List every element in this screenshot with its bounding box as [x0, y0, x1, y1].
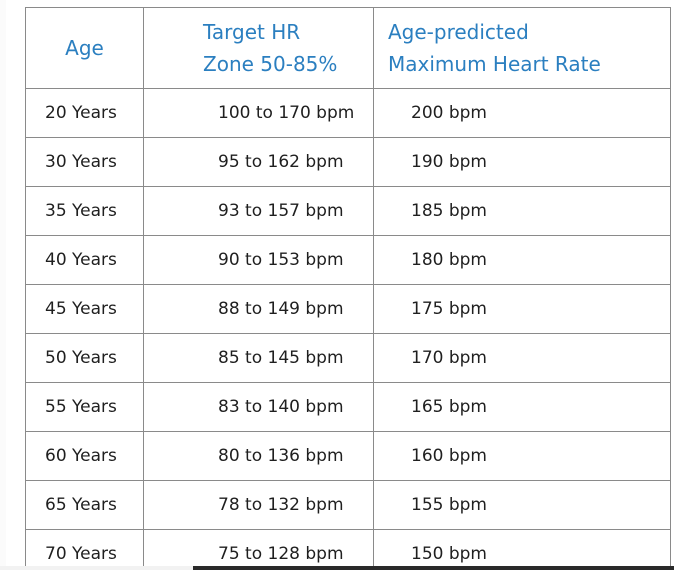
- header-max-heart-rate: Age-predicted Maximum Heart Rate: [373, 7, 671, 89]
- table-row: 40 Years 90 to 153 bpm 180 bpm: [25, 235, 671, 285]
- page-edge: [0, 0, 6, 570]
- cell-target-zone: 75 to 128 bpm: [143, 529, 374, 570]
- table-header-row: Age Target HR Zone 50-85% Age-predicted …: [25, 7, 671, 89]
- table-row: 55 Years 83 to 140 bpm 165 bpm: [25, 382, 671, 432]
- heart-rate-table: Age Target HR Zone 50-85% Age-predicted …: [25, 7, 671, 570]
- cell-age: 65 Years: [25, 480, 144, 530]
- cell-age: 40 Years: [25, 235, 144, 285]
- cell-max-rate: 175 bpm: [373, 284, 671, 334]
- cell-age: 50 Years: [25, 333, 144, 383]
- cell-target-zone: 88 to 149 bpm: [143, 284, 374, 334]
- cell-max-rate: 165 bpm: [373, 382, 671, 432]
- cell-target-zone: 100 to 170 bpm: [143, 88, 374, 138]
- table-row: 35 Years 93 to 157 bpm 185 bpm: [25, 186, 671, 236]
- table-row: 65 Years 78 to 132 bpm 155 bpm: [25, 480, 671, 530]
- table-row: 50 Years 85 to 145 bpm 170 bpm: [25, 333, 671, 383]
- cell-max-rate: 170 bpm: [373, 333, 671, 383]
- cell-target-zone: 90 to 153 bpm: [143, 235, 374, 285]
- cell-target-zone: 83 to 140 bpm: [143, 382, 374, 432]
- cell-max-rate: 185 bpm: [373, 186, 671, 236]
- header-max-line1: Age-predicted: [388, 20, 529, 44]
- cell-target-zone: 93 to 157 bpm: [143, 186, 374, 236]
- cell-target-zone: 85 to 145 bpm: [143, 333, 374, 383]
- cell-max-rate: 160 bpm: [373, 431, 671, 481]
- table-row: 45 Years 88 to 149 bpm 175 bpm: [25, 284, 671, 334]
- header-zone-line2: Zone 50-85%: [203, 52, 338, 76]
- bottom-dark-bar: [193, 566, 674, 570]
- header-age-label: Age: [65, 36, 104, 60]
- cell-target-zone: 80 to 136 bpm: [143, 431, 374, 481]
- cell-max-rate: 180 bpm: [373, 235, 671, 285]
- table-row: 70 Years 75 to 128 bpm 150 bpm: [25, 529, 671, 570]
- table-row: 30 Years 95 to 162 bpm 190 bpm: [25, 137, 671, 187]
- cell-max-rate: 190 bpm: [373, 137, 671, 187]
- cell-max-rate: 200 bpm: [373, 88, 671, 138]
- table-row: 20 Years 100 to 170 bpm 200 bpm: [25, 88, 671, 138]
- cell-target-zone: 95 to 162 bpm: [143, 137, 374, 187]
- header-max-line2: Maximum Heart Rate: [388, 52, 601, 76]
- cell-max-rate: 150 bpm: [373, 529, 671, 570]
- header-target-hr-zone: Target HR Zone 50-85%: [143, 7, 374, 89]
- cell-age: 60 Years: [25, 431, 144, 481]
- header-age: Age: [25, 7, 144, 89]
- cell-max-rate: 155 bpm: [373, 480, 671, 530]
- table-row: 60 Years 80 to 136 bpm 160 bpm: [25, 431, 671, 481]
- cell-age: 20 Years: [25, 88, 144, 138]
- cell-age: 35 Years: [25, 186, 144, 236]
- cell-age: 55 Years: [25, 382, 144, 432]
- cell-age: 30 Years: [25, 137, 144, 187]
- cell-age: 45 Years: [25, 284, 144, 334]
- cell-age: 70 Years: [25, 529, 144, 570]
- header-zone-line1: Target HR: [203, 20, 301, 44]
- cell-target-zone: 78 to 132 bpm: [143, 480, 374, 530]
